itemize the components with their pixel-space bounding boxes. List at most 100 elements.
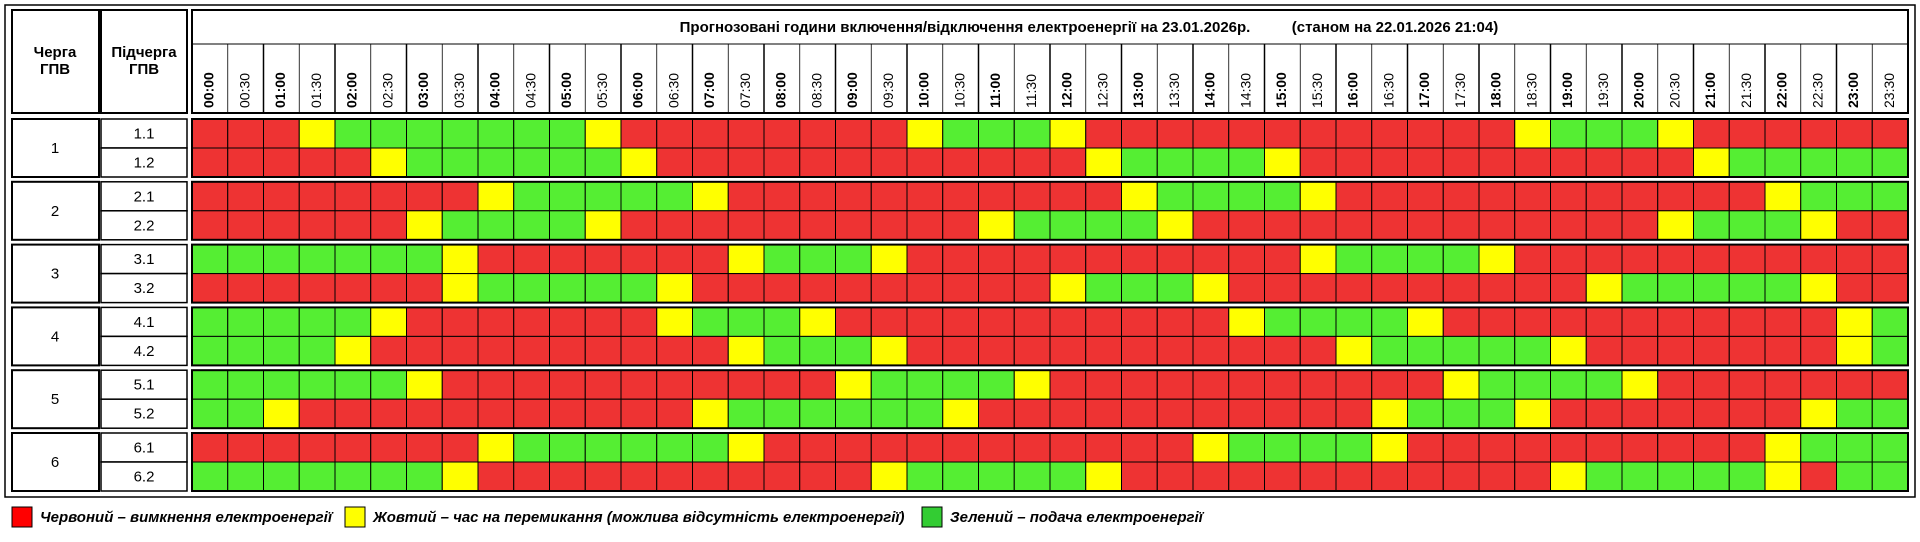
schedule-cell bbox=[620, 432, 658, 463]
schedule-cell bbox=[370, 432, 407, 463]
schedule-cell bbox=[191, 432, 229, 463]
schedule-cell bbox=[1621, 461, 1659, 492]
time-label: 01:30 bbox=[308, 73, 324, 108]
schedule-cell bbox=[692, 181, 729, 212]
schedule-cell bbox=[692, 461, 729, 492]
time-label: 22:30 bbox=[1809, 73, 1825, 108]
schedule-cell bbox=[1657, 210, 1694, 241]
schedule-cell bbox=[835, 118, 872, 149]
schedule-cell bbox=[1871, 369, 1909, 400]
schedule-cell bbox=[1550, 210, 1587, 241]
subqueue-box bbox=[100, 210, 188, 241]
schedule-cell bbox=[1407, 181, 1444, 212]
time-label: 11:30 bbox=[1023, 74, 1039, 108]
schedule-cell bbox=[1156, 147, 1194, 178]
schedule-cell bbox=[406, 181, 443, 212]
time-label: 22:00 bbox=[1774, 72, 1790, 108]
schedule-cell bbox=[1478, 398, 1516, 429]
schedule-cell bbox=[1192, 210, 1230, 241]
schedule-cell bbox=[191, 335, 229, 366]
schedule-cell bbox=[1585, 369, 1623, 400]
schedule-cell bbox=[1442, 273, 1480, 304]
schedule-cell bbox=[1871, 118, 1909, 149]
schedule-cell bbox=[441, 398, 479, 429]
schedule-cell bbox=[1407, 273, 1444, 304]
schedule-cell bbox=[763, 244, 801, 275]
schedule-cell bbox=[334, 461, 372, 492]
schedule-cell bbox=[906, 118, 944, 149]
schedule-cell bbox=[1121, 432, 1158, 463]
schedule-cell bbox=[477, 461, 515, 492]
schedule-cell bbox=[1836, 369, 1873, 400]
schedule-cell bbox=[799, 210, 836, 241]
schedule-cell bbox=[692, 398, 729, 429]
schedule-cell bbox=[942, 147, 979, 178]
subqueue-label: 2.2 bbox=[134, 217, 155, 234]
schedule-cell bbox=[799, 244, 836, 275]
schedule-cell bbox=[584, 118, 622, 149]
schedule-cell bbox=[942, 398, 979, 429]
schedule-cell bbox=[1478, 369, 1516, 400]
schedule-cell bbox=[370, 118, 407, 149]
schedule-cell bbox=[620, 244, 658, 275]
schedule-cell bbox=[1371, 306, 1408, 337]
schedule-cell bbox=[191, 244, 229, 275]
schedule-cell bbox=[906, 432, 944, 463]
schedule-cell bbox=[1049, 461, 1087, 492]
schedule-cell bbox=[727, 461, 765, 492]
schedule-cell bbox=[1013, 369, 1051, 400]
schedule-cell bbox=[727, 369, 765, 400]
schedule-cell bbox=[1728, 398, 1766, 429]
schedule-cell bbox=[1013, 244, 1051, 275]
schedule-cell bbox=[1442, 147, 1480, 178]
schedule-cell bbox=[477, 118, 515, 149]
schedule-cell bbox=[763, 118, 801, 149]
queue-header: Черга bbox=[34, 44, 77, 61]
schedule-cell bbox=[549, 210, 586, 241]
schedule-cell bbox=[263, 118, 300, 149]
schedule-cell bbox=[656, 369, 693, 400]
schedule-cell bbox=[477, 432, 515, 463]
schedule-cell bbox=[1693, 181, 1730, 212]
schedule-cell bbox=[1192, 398, 1230, 429]
schedule-cell bbox=[692, 432, 729, 463]
schedule-cell bbox=[1693, 461, 1730, 492]
subqueue-label: 4.1 bbox=[134, 314, 155, 331]
schedule-cell bbox=[549, 432, 586, 463]
time-label: 04:30 bbox=[522, 73, 538, 108]
schedule-cell bbox=[1228, 398, 1265, 429]
schedule-cell bbox=[1156, 398, 1194, 429]
schedule-cell bbox=[1192, 335, 1230, 366]
schedule-cell bbox=[906, 306, 944, 337]
subqueue-box bbox=[100, 398, 188, 429]
time-label: 14:30 bbox=[1237, 73, 1253, 108]
schedule-cell bbox=[406, 147, 443, 178]
schedule-cell bbox=[1514, 118, 1551, 149]
schedule-cell bbox=[1514, 273, 1551, 304]
schedule-cell bbox=[1049, 273, 1087, 304]
schedule-cell bbox=[1693, 244, 1730, 275]
schedule-cell bbox=[1478, 335, 1516, 366]
schedule-cell bbox=[1550, 306, 1587, 337]
schedule-cell bbox=[298, 118, 336, 149]
schedule-cell bbox=[870, 461, 908, 492]
schedule-cell bbox=[620, 461, 658, 492]
schedule-cell bbox=[978, 118, 1015, 149]
schedule-cell bbox=[835, 147, 872, 178]
time-label: 03:00 bbox=[415, 72, 431, 108]
schedule-cell bbox=[1299, 210, 1337, 241]
schedule-cell bbox=[584, 147, 622, 178]
schedule-cell bbox=[978, 244, 1015, 275]
schedule-cell bbox=[334, 118, 372, 149]
schedule-cell bbox=[477, 147, 515, 178]
queue-box bbox=[11, 180, 100, 241]
schedule-cell bbox=[1478, 461, 1516, 492]
time-label: 12:30 bbox=[1094, 73, 1110, 108]
schedule-cell bbox=[441, 147, 479, 178]
schedule-cell bbox=[799, 273, 836, 304]
schedule-cell bbox=[906, 461, 944, 492]
subqueue-header: ГПВ bbox=[129, 61, 159, 78]
time-label: 03:30 bbox=[451, 73, 467, 108]
schedule-cell bbox=[1371, 432, 1408, 463]
schedule-cell bbox=[1228, 210, 1265, 241]
